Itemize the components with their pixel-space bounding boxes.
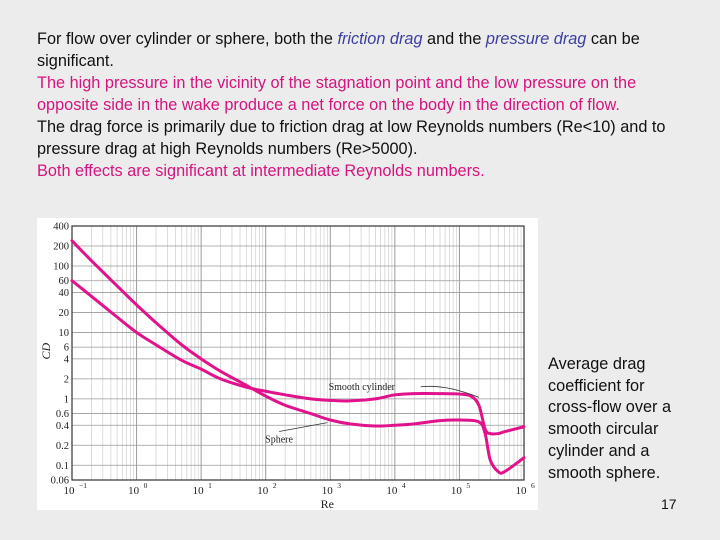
chart-svg: 4002001006040201064210.60.40.20.10.0610−… <box>39 222 535 511</box>
x-tick-exponent: 0 <box>144 481 148 490</box>
paragraph-intro: For flow over cylinder or sphere, both t… <box>37 28 692 72</box>
y-tick-label: 1 <box>64 394 69 405</box>
x-tick-exponent: 2 <box>273 481 277 490</box>
x-tick-exponent: 4 <box>402 481 406 490</box>
x-tick-label: 10 <box>128 485 140 497</box>
sphere-leader-line <box>279 422 328 432</box>
x-tick-exponent: 1 <box>208 481 212 490</box>
plot-frame <box>71 225 525 481</box>
pressure-drag-term: pressure drag <box>485 30 587 48</box>
y-tick-label: 40 <box>59 288 70 299</box>
drag-coefficient-chart: 400 200 100 60 40 20 10 6 4 2 1 0.6 0.4 0.2 0.1 0.06 10−… <box>37 218 538 510</box>
x-tick-label: 10 <box>516 485 528 497</box>
x-tick-label: 10 <box>193 485 205 497</box>
x-tick-exponent: 3 <box>337 481 341 490</box>
x-tick-label: 10 <box>451 485 463 497</box>
cylinder-series-label: Smooth cylinder <box>329 382 396 393</box>
x-tick-exponent: −1 <box>79 481 87 490</box>
intro-mid: and the <box>422 30 486 48</box>
y-tick-label: 60 <box>59 276 70 287</box>
y-tick-label: 100 <box>53 261 69 272</box>
page-number: 17 <box>661 496 677 512</box>
friction-drag-term: friction drag <box>337 30 423 48</box>
y-tick-label: 0.06 <box>51 476 69 487</box>
y-tick-label: 400 <box>53 222 69 233</box>
y-tick-label: 20 <box>59 308 70 319</box>
paragraph-pressure: The high pressure in the vicinity of the… <box>37 74 637 114</box>
y-tick-label: 0.2 <box>56 441 69 452</box>
x-tick-label: 10 <box>386 485 398 497</box>
x-tick-exponent: 6 <box>531 481 535 490</box>
paragraph-intermediate: Both effects are significant at intermed… <box>37 162 485 180</box>
intro-pre: For flow over cylinder or sphere, both t… <box>37 30 338 48</box>
y-tick-label: 10 <box>59 328 70 339</box>
y-tick-label: 0.6 <box>56 409 69 420</box>
x-tick-label: 10 <box>257 485 269 497</box>
x-tick-label: 10 <box>322 485 334 497</box>
x-tick-label: 10 <box>64 485 76 497</box>
x-axis-label: Re <box>321 497 334 510</box>
sphere-curve <box>70 239 526 475</box>
y-tick-label: 0.1 <box>56 461 69 472</box>
y-axis-label: CD <box>39 342 53 359</box>
figure-caption: Average drag coefficient for cross-flow … <box>548 355 672 482</box>
y-tick-label: 6 <box>64 343 69 354</box>
paragraph-reynolds: The drag force is primarily due to frict… <box>37 118 666 158</box>
sphere-series-label: Sphere <box>265 435 293 446</box>
x-tick-exponent: 5 <box>466 481 470 490</box>
cylinder-leader-line <box>420 385 480 398</box>
y-tick-label: 200 <box>53 241 69 252</box>
y-tick-label: 0.4 <box>56 421 70 432</box>
intro-post: can be significant. <box>37 30 640 70</box>
y-tick-label: 2 <box>64 374 69 385</box>
y-tick-label: 4 <box>64 354 70 365</box>
slide-text: For flow over cylinder or sphere, both t… <box>37 28 692 182</box>
